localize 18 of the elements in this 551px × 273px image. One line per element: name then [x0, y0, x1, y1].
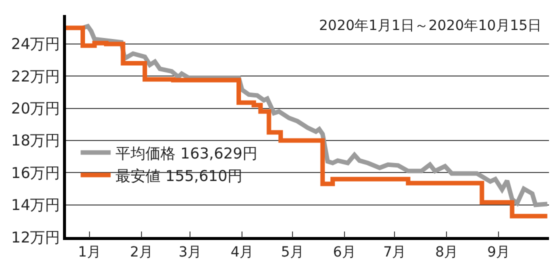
x-tick-label: 9月: [487, 244, 510, 261]
legend-label: 平均価格 163,629円: [116, 144, 258, 162]
y-tick-label: 18万円: [11, 132, 60, 150]
y-tick-label: 12万円: [11, 228, 60, 246]
x-tick-label: 4月: [230, 244, 254, 261]
x-tick-label: 5月: [280, 244, 304, 261]
x-tick-label: 6月: [332, 244, 356, 261]
y-tick-label: 24万円: [11, 35, 60, 54]
y-tick-label: 22万円: [11, 67, 60, 86]
y-tick-label: 14万円: [11, 196, 60, 214]
x-tick-label: 2月: [130, 244, 153, 261]
y-tick-label: 20万円: [11, 100, 60, 118]
x-tick-label: 3月: [178, 244, 202, 261]
x-tick-label: 1月: [78, 244, 101, 261]
x-tick-label: 7月: [383, 244, 406, 261]
annotation: 2020年1月1日～2020年10月15日: [319, 18, 542, 34]
y-tick-label: 16万円: [11, 164, 60, 182]
x-tick-label: 8月: [435, 244, 458, 261]
